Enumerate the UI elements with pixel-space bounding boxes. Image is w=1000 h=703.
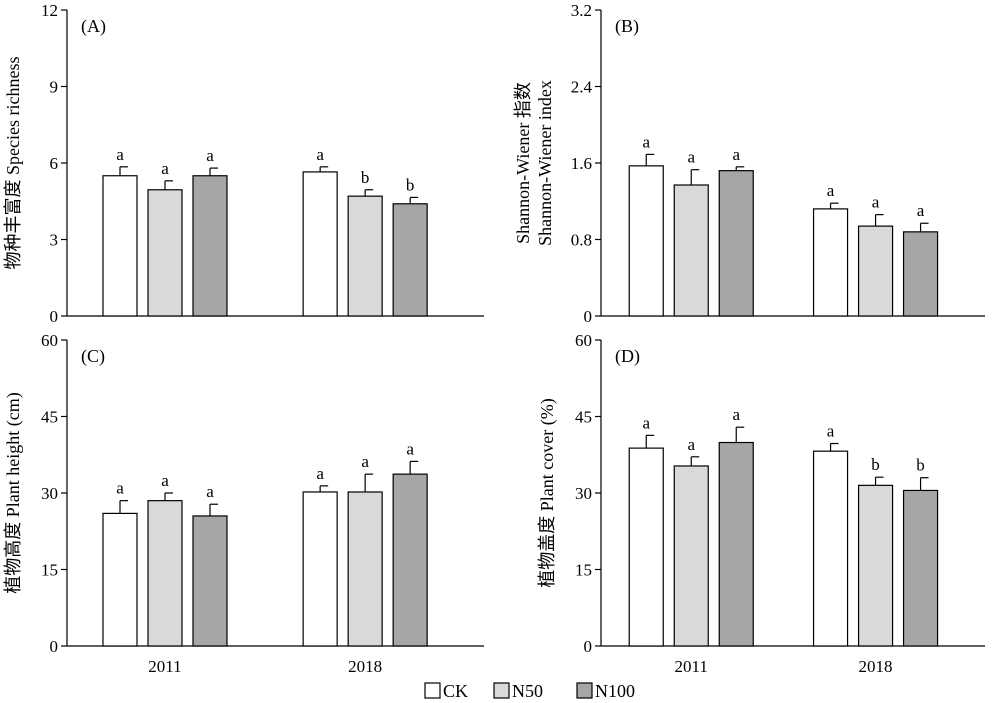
bar-ck-2018 <box>302 491 338 647</box>
bar-n100-2011 <box>192 175 228 317</box>
y-tick-label: 3.2 <box>571 1 592 20</box>
bar-ck-2011 <box>102 512 138 647</box>
significance-letter: a <box>316 464 324 483</box>
significance-letter: a <box>642 413 650 432</box>
bar-n50-2018 <box>347 195 383 317</box>
significance-letter: a <box>687 435 695 454</box>
y-tick-label: 60 <box>41 331 58 350</box>
x-tick-label: 2011 <box>675 657 708 676</box>
bar-ck-2011 <box>628 447 664 647</box>
legend-label-n100: N100 <box>595 681 635 701</box>
y-tick-label: 2.4 <box>571 78 593 97</box>
chart-panel-4: 0 15 30 45 60 植物盖度 Plant cover (%) (D) 2011 a a a 2… <box>537 331 985 676</box>
x-tick-label: 2018 <box>348 657 382 676</box>
legend-swatch-n100 <box>576 682 593 699</box>
bar-n100-2011 <box>718 441 754 647</box>
bar-n50-2011 <box>147 500 183 647</box>
chart-panel-3: 0 15 30 45 60 植物高度 Plant height (cm) (C) 2011 a a… <box>3 331 484 676</box>
y-tick-label: 60 <box>575 331 592 350</box>
y-tick-label: 1.6 <box>571 154 592 173</box>
significance-letter: a <box>732 405 740 424</box>
bar-ck-2018 <box>302 171 338 317</box>
y-tick-label: 45 <box>575 408 592 427</box>
bar-n50-2011 <box>147 189 183 317</box>
significance-letter: a <box>316 145 324 164</box>
y-tick-label: 0 <box>584 307 593 326</box>
y-tick-label: 30 <box>575 484 592 503</box>
x-tick-label: 2018 <box>859 657 893 676</box>
significance-letter: a <box>872 193 880 212</box>
bar-n100-2018 <box>902 231 939 317</box>
y-tick-label: 6 <box>50 154 59 173</box>
y-tick-label: 30 <box>41 484 58 503</box>
bar-n50-2018 <box>857 484 894 647</box>
bar-ck-2011 <box>628 165 664 317</box>
y-tick-label: 9 <box>50 78 59 97</box>
bar-n100-2011 <box>718 170 754 317</box>
y-tick-label: 45 <box>41 408 58 427</box>
chart-panel-2: 0 0.8 1.6 2.4 3.2 Shannon-Wiener 指数 Shannon-Wi… <box>513 1 985 326</box>
significance-letter: a <box>642 132 650 151</box>
y-tick-label: 15 <box>575 561 592 580</box>
bar-n50-2018 <box>347 491 383 647</box>
bar-n50-2018 <box>857 225 894 317</box>
significance-letter: a <box>687 148 695 167</box>
bar-n100-2018 <box>902 489 939 647</box>
legend-label-n50: N50 <box>512 681 543 701</box>
significance-letter: b <box>406 175 415 194</box>
y-axis-label: 植物盖度 Plant cover (%) <box>537 398 558 587</box>
y-tick-label: 3 <box>50 231 59 250</box>
y-tick-label: 12 <box>41 1 58 20</box>
significance-letter: a <box>917 201 925 220</box>
significance-letter: a <box>116 479 124 498</box>
y-tick-label: 0 <box>50 307 59 326</box>
y-axis-label: 植物高度 Plant height (cm) <box>3 392 24 593</box>
significance-letter: a <box>161 471 169 490</box>
significance-letter: a <box>827 181 835 200</box>
x-tick-label: 2011 <box>148 657 181 676</box>
panel-label: (B) <box>615 16 639 37</box>
chart-panel-1: 0 3 6 9 12 物种丰富度 Species richness (A) a a a a b b <box>3 1 484 326</box>
significance-letter: a <box>732 145 740 164</box>
bar-n100-2018 <box>392 473 428 647</box>
bar-ck-2011 <box>102 175 138 317</box>
significance-letter: a <box>206 146 214 165</box>
significance-letter: a <box>827 422 835 441</box>
legend-label-ck: CK <box>443 681 468 701</box>
y-axis-label: Shannon-Wiener 指数 <box>513 82 533 244</box>
significance-letter: b <box>871 455 880 474</box>
panel-label: (C) <box>81 346 105 367</box>
significance-letter: b <box>361 168 370 187</box>
significance-letter: a <box>116 145 124 164</box>
y-tick-label: 0 <box>50 637 59 656</box>
significance-letter: a <box>361 452 369 471</box>
significance-letter: a <box>406 439 414 458</box>
bar-n100-2011 <box>192 515 228 647</box>
significance-letter: a <box>161 159 169 178</box>
y-axis-label: 物种丰富度 Species richness <box>3 57 23 270</box>
y-axis-label: Shannon-Wiener index <box>535 80 555 246</box>
bar-ck-2018 <box>812 208 849 317</box>
y-tick-label: 15 <box>41 561 58 580</box>
y-tick-label: 0.8 <box>571 231 592 250</box>
bar-n100-2018 <box>392 203 428 317</box>
significance-letter: a <box>206 482 214 501</box>
bar-n50-2011 <box>673 465 709 647</box>
legend: CK N50 N100 <box>424 681 635 701</box>
panel-label: (A) <box>81 16 106 37</box>
bar-n50-2011 <box>673 184 709 317</box>
significance-letter: b <box>916 456 925 475</box>
legend-swatch-n50 <box>493 682 510 699</box>
y-tick-label: 0 <box>584 637 593 656</box>
bar-ck-2018 <box>812 450 849 647</box>
legend-swatch-ck <box>424 682 441 699</box>
panel-label: (D) <box>615 346 640 367</box>
